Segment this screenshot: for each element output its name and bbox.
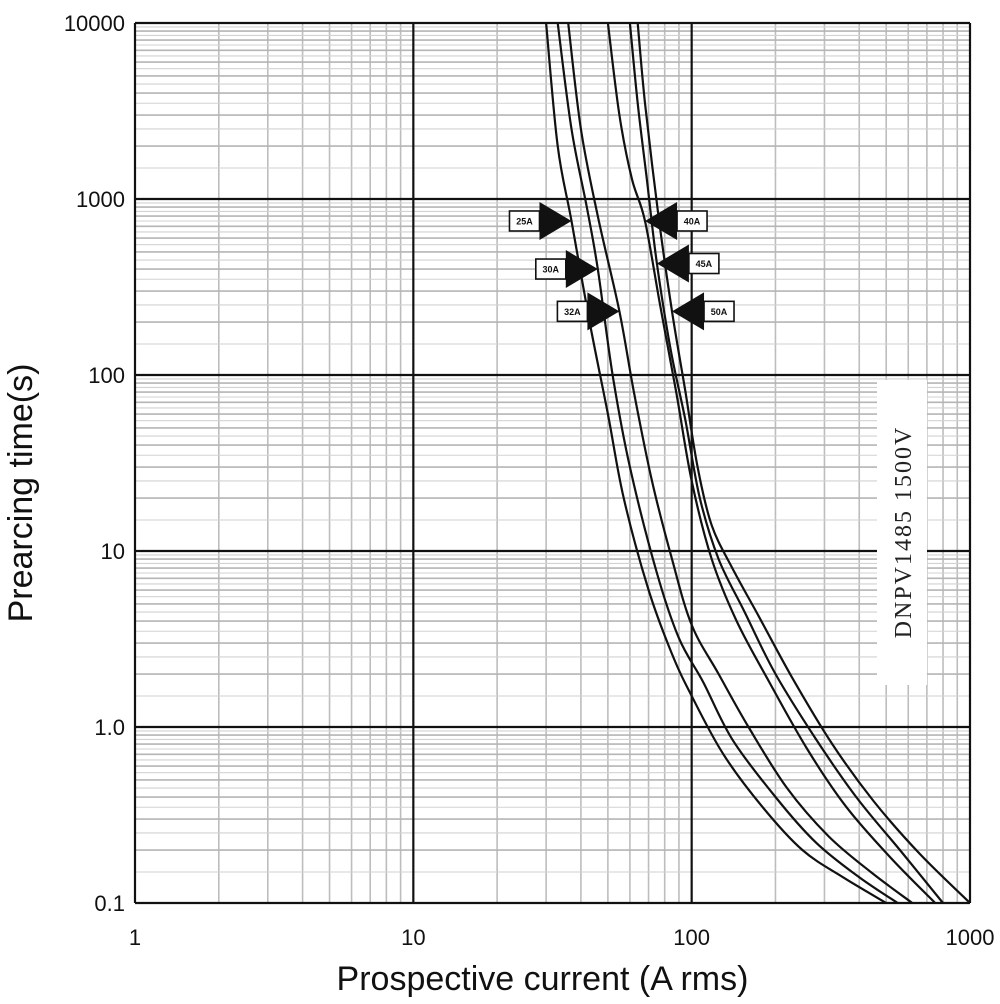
marker-arrow-40A [645, 201, 678, 240]
marker-arrow-25A [539, 201, 572, 240]
marker-tag-25A [508, 210, 541, 232]
tick-labels: 1 10 100 1000 0.1 1.0 10 100 1000 10000 [64, 11, 995, 950]
marker-tag-50A [703, 300, 735, 323]
series-label-30A: 30A [543, 265, 560, 275]
series-label-50A: 50A [711, 307, 728, 317]
annotation-box [877, 380, 927, 685]
series-line-25A [545, 22, 887, 904]
x-axis-title: Prospective current (A rms) [337, 960, 749, 998]
y-tick-label: 10000 [64, 11, 125, 36]
y-tick-label: 100 [88, 363, 125, 388]
y-tick-label: 1.0 [94, 715, 125, 740]
marker-tag-30A [535, 258, 567, 280]
series-marker-25A: 25A [508, 201, 572, 240]
annotation-text: DNPV1485 1500V [891, 426, 917, 639]
y-axis-title: Prearcing time(s) [2, 364, 40, 623]
series-marker-45A: 45A [656, 244, 720, 283]
annotation-group: DNPV1485 1500V [877, 380, 927, 685]
series-line-45A [628, 22, 944, 904]
marker-arrow-50A [672, 292, 705, 331]
x-tick-label: 100 [673, 925, 710, 950]
series-line-32A [567, 22, 913, 904]
x-tick-label: 1000 [946, 925, 995, 950]
series-label-25A: 25A [516, 216, 533, 226]
x-tick-label: 10 [401, 925, 425, 950]
series-label-32A: 32A [564, 307, 581, 317]
series-marker-32A: 32A [556, 292, 620, 331]
marker-tag-40A [676, 210, 708, 232]
marker-arrow-30A [565, 250, 598, 289]
marker-tag-45A [688, 252, 720, 275]
series-marker-40A: 40A [645, 201, 708, 240]
series-line-40A [606, 22, 936, 904]
series-line-30A [556, 22, 899, 904]
x-tick-label: 1 [129, 925, 141, 950]
marker-arrow-45A [656, 244, 689, 283]
marker-tag-32A [556, 300, 589, 323]
grid-major [133, 21, 972, 905]
series-marker-50A: 50A [672, 292, 735, 331]
series-curves [545, 22, 971, 904]
series-label-45A: 45A [696, 259, 713, 269]
series-markers: 25A 30A 32A 40A 45A 50A [508, 201, 735, 331]
y-tick-label: 10 [101, 539, 125, 564]
y-tick-label: 0.1 [94, 891, 125, 916]
marker-arrow-32A [587, 292, 620, 331]
grid-minor [135, 23, 970, 903]
series-marker-30A: 30A [535, 250, 598, 289]
series-label-40A: 40A [684, 216, 701, 226]
y-tick-label: 1000 [76, 187, 125, 212]
